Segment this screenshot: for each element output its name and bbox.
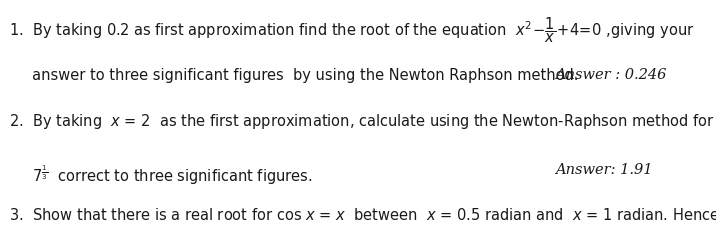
Text: 1.  By taking 0.2 as first approximation find the root of the equation  $x^2\!-\: 1. By taking 0.2 as first approximation … [9, 16, 695, 45]
Text: Answer : 0.246: Answer : 0.246 [555, 68, 667, 82]
Text: $7^{\frac{1}{3}}$  correct to three significant figures.: $7^{\frac{1}{3}}$ correct to three signi… [9, 163, 313, 187]
Text: answer to three significant figures  by using the Newton Raphson method.: answer to three significant figures by u… [9, 68, 579, 83]
Text: 3.  Show that there is a real root for cos $x$ = $x$  between  $x$ = 0.5 radian : 3. Show that there is a real root for co… [9, 206, 716, 224]
Text: 2.  By taking  $x$ = 2  as the first approximation, calculate using the Newton-R: 2. By taking $x$ = 2 as the first approx… [9, 112, 715, 131]
Text: Answer: 1.91: Answer: 1.91 [555, 163, 652, 177]
